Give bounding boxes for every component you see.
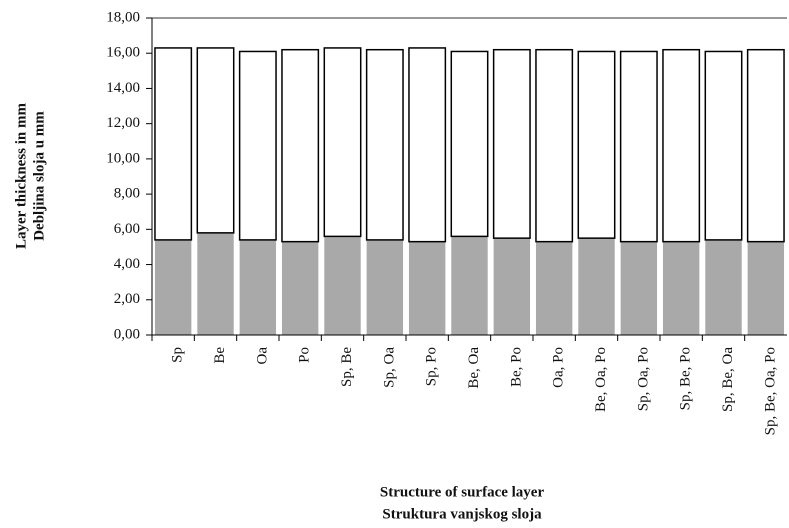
y-tick-label: 6,00 xyxy=(114,221,140,237)
y-axis-title: Debljina sloja u mm xyxy=(31,111,47,241)
bar-segment xyxy=(366,239,404,335)
y-tick-label: 10,00 xyxy=(106,150,140,166)
bar-segment xyxy=(196,47,235,234)
x-tick-label: Be, Oa, Po xyxy=(593,347,609,412)
bar-segment xyxy=(704,50,743,241)
y-tick-label: 4,00 xyxy=(114,256,140,272)
x-tick-label: Be, Oa xyxy=(466,347,482,389)
y-tick-label: 0,00 xyxy=(114,326,140,342)
x-tick-label: Sp, Be xyxy=(339,347,355,387)
y-tick-label: 12,00 xyxy=(106,115,140,131)
bar-segment xyxy=(450,50,489,238)
bar-segment xyxy=(281,241,319,335)
bar-segment xyxy=(408,47,447,243)
bar-segment xyxy=(577,50,616,239)
y-tick-label: 18,00 xyxy=(106,9,140,25)
bar-segment xyxy=(365,48,404,241)
y-axis-title: Layer thickness in mm xyxy=(13,103,29,249)
bar-segment xyxy=(451,236,488,335)
y-tick-label: 14,00 xyxy=(106,80,140,96)
bar-segment xyxy=(324,236,361,335)
bar-segment xyxy=(535,241,573,335)
bar-segment xyxy=(619,50,658,243)
bar-segment xyxy=(492,48,531,239)
y-tick-label: 2,00 xyxy=(114,291,140,307)
x-axis-title: Struktura vanjskog sloja xyxy=(382,506,542,522)
x-tick-label: Sp, Po xyxy=(424,347,440,386)
bar-segment xyxy=(662,241,700,335)
x-axis-title: Structure of surface layer xyxy=(380,484,545,500)
bar-segment xyxy=(662,48,701,243)
x-tick-label: Sp, Be, Po xyxy=(678,347,694,410)
bar-segment xyxy=(239,239,277,335)
bar-segment xyxy=(535,48,574,243)
bar-segment xyxy=(281,48,320,243)
x-tick-label: Sp, Be, Oa xyxy=(720,347,736,412)
y-tick-label: 8,00 xyxy=(114,186,140,202)
x-tick-label: Sp xyxy=(170,347,186,363)
bar-segment xyxy=(705,239,742,335)
bar-segment xyxy=(154,47,193,241)
bar-segment xyxy=(154,239,192,335)
bar-segment xyxy=(493,238,531,335)
x-tick-label: Sp, Be, Oa, Po xyxy=(762,347,778,435)
x-tick-label: Oa, Po xyxy=(551,347,567,388)
x-tick-label: Oa xyxy=(254,347,270,365)
x-tick-label: Sp, Oa xyxy=(381,347,397,388)
bar-segment xyxy=(238,50,277,241)
bar-segment xyxy=(747,241,785,335)
bar-segment xyxy=(620,241,658,335)
bar-segment xyxy=(746,48,785,243)
bar-segment xyxy=(408,241,446,335)
x-tick-label: Be, Po xyxy=(508,347,524,387)
x-tick-label: Be xyxy=(212,347,228,364)
bar-segment xyxy=(578,238,615,335)
y-tick-label: 16,00 xyxy=(106,45,140,61)
bar-segment xyxy=(197,232,234,335)
x-tick-label: Po xyxy=(297,347,313,363)
x-tick-label: Sp, Oa, Po xyxy=(635,347,651,411)
bar-segment xyxy=(323,47,362,238)
